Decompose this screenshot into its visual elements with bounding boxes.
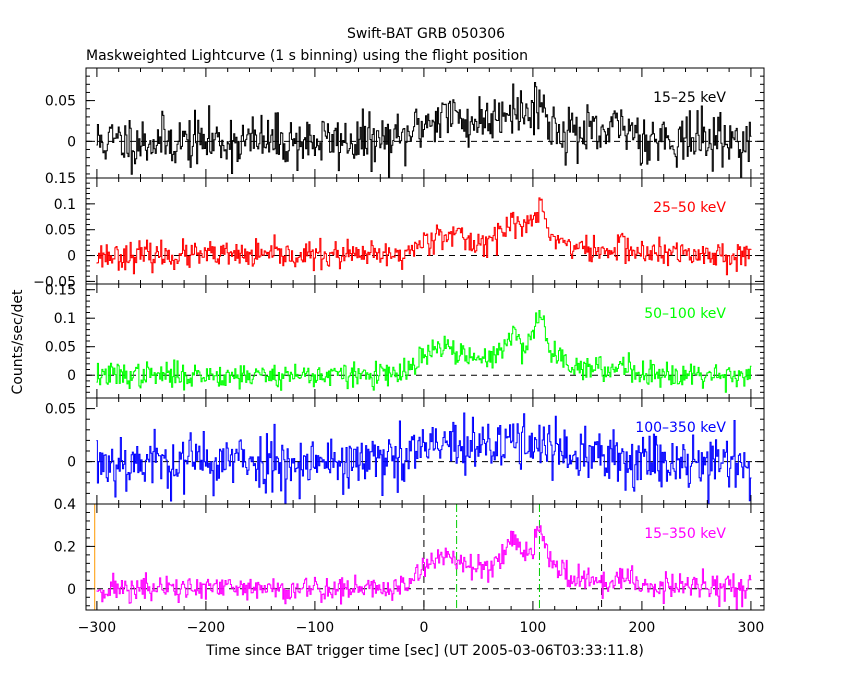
panel-2: 0 0.05 0.1 0.15 50–100 keV <box>45 283 765 399</box>
panel-1: −0.05 0 0.05 0.1 0.15 25–50 keV <box>33 171 765 290</box>
y-tick-label: 0.4 <box>54 497 76 513</box>
panels-group: 0 0.05 15–25 keV −0.05 0 0.05 0.1 0.15 25–50 keV… <box>33 67 765 636</box>
x-tick-label: −100 <box>296 620 334 636</box>
series-line-3 <box>96 412 752 505</box>
y-tick-label: 0 <box>67 134 76 150</box>
x-tick-label: 100 <box>520 620 547 636</box>
y-tick-label: 0.2 <box>54 539 76 555</box>
series-line-2 <box>96 310 752 393</box>
y-tick-label: 0.05 <box>45 223 76 239</box>
panel-frame <box>85 177 765 285</box>
x-tick-label: −200 <box>187 620 225 636</box>
series-line-1 <box>96 197 752 276</box>
band-label: 100–350 keV <box>635 420 726 436</box>
y-tick-label: 0 <box>67 368 76 384</box>
y-tick-label: 0.1 <box>54 311 76 327</box>
y-tick-label: 0 <box>67 455 76 471</box>
series-line-4 <box>96 525 752 611</box>
x-tick-label: 0 <box>419 620 428 636</box>
x-tick-label: 200 <box>629 620 656 636</box>
chart-subtitle: Maskweighted Lightcurve (1 s binning) us… <box>86 48 528 64</box>
y-tick-label: 0.05 <box>45 402 76 418</box>
y-tick-label: 0.15 <box>45 283 76 299</box>
panel-3: 0 0.05 100–350 keV <box>45 397 765 505</box>
series-line-0 <box>96 82 752 179</box>
y-tick-label: 0 <box>67 249 76 265</box>
x-tick-label: −300 <box>78 620 116 636</box>
y-tick-label: 0 <box>67 582 76 598</box>
band-label: 15–25 keV <box>653 90 726 106</box>
x-tick-label: 300 <box>738 620 765 636</box>
chart-title: Swift-BAT GRB 050306 <box>347 26 505 42</box>
y-tick-label: 0.15 <box>45 171 76 187</box>
panel-frame <box>85 503 765 611</box>
y-tick-label: 0.05 <box>45 340 76 356</box>
band-label: 25–50 keV <box>653 200 726 216</box>
y-tick-label: −0.05 <box>33 274 76 290</box>
panel-0: 0 0.05 15–25 keV <box>45 67 765 179</box>
panel-4: 0 0.2 0.4 15–350 keV −300 −200 −100 0 100 200 300 <box>54 497 765 636</box>
y-axis-label: Counts/sec/det <box>10 289 26 394</box>
band-label: 50–100 keV <box>644 306 726 322</box>
y-tick-label: 0.1 <box>54 197 76 213</box>
x-axis-label: Time since BAT trigger time [sec] (UT 20… <box>205 643 644 659</box>
y-tick-label: 0.05 <box>45 94 76 110</box>
band-label: 15–350 keV <box>644 526 726 542</box>
